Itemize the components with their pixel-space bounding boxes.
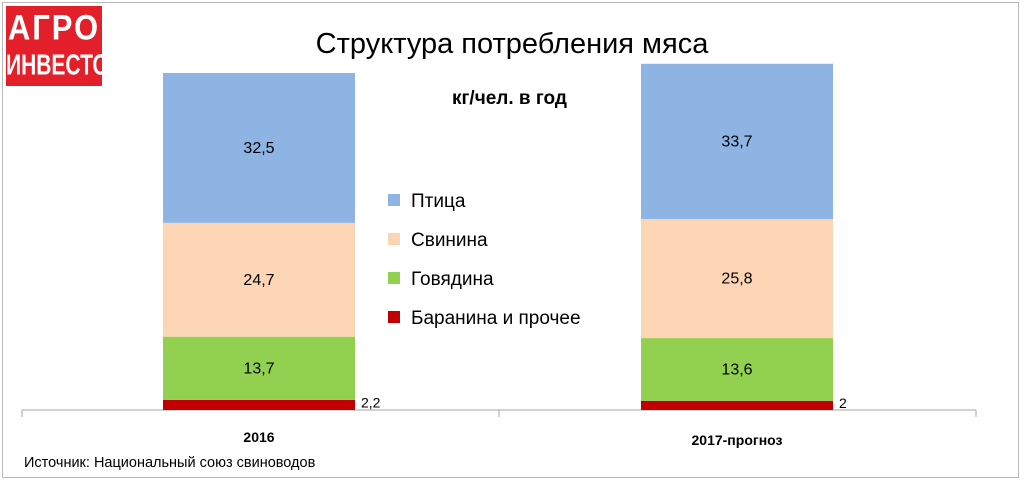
legend-swatch (388, 233, 400, 245)
x-tick-label: 2016 (243, 429, 274, 445)
bar-segment (641, 400, 833, 410)
bar-segment (163, 222, 355, 337)
bar-segment (163, 73, 355, 223)
legend-label: Свинина (411, 230, 488, 251)
data-label: 24,7 (243, 272, 274, 289)
x-tick-label: 2017-прогноз (692, 432, 783, 448)
bar-segment (163, 336, 355, 400)
legend-swatch (388, 194, 400, 206)
data-label: 2,2 (361, 395, 381, 411)
legend-label: Птица (411, 191, 466, 212)
bar-segment (641, 338, 833, 401)
legend-label: Баранина и прочее (411, 308, 581, 329)
chart-title: Структура потребления мяса (315, 28, 709, 60)
data-label: 13,6 (721, 361, 752, 378)
data-label: 13,7 (243, 360, 274, 377)
data-label: 33,7 (721, 133, 752, 150)
legend-swatch (388, 272, 400, 284)
bar-segment (163, 399, 355, 410)
legend-swatch (388, 311, 400, 323)
legend-label: Говядина (411, 269, 494, 290)
logo-line-1: АГРО (7, 7, 101, 48)
data-label: 25,8 (721, 271, 752, 288)
bar-segment (641, 219, 833, 339)
data-label: 2 (839, 395, 847, 411)
bar-segment (641, 63, 833, 220)
chart-subtitle: кг/чел. в год (452, 88, 567, 109)
data-label: 32,5 (243, 140, 274, 157)
source-note: Источник: Национальный союз свиноводов (24, 455, 316, 471)
